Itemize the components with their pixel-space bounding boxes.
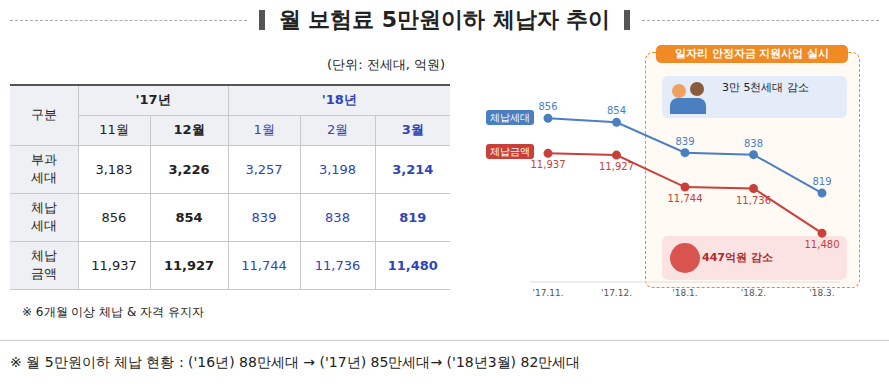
html-text:3,226: 3,226 (168, 161, 210, 177)
html-text:3,214: 3,214 (392, 161, 434, 177)
html-text:체납금액: 체납금액 (490, 146, 530, 157)
html-text:3,183: 3,183 (95, 161, 133, 177)
html-text:체납 세대: 체납 세대 (30, 200, 57, 233)
html-text:854: 854 (175, 209, 203, 225)
svg-text:'18.1.: '18.1. (672, 288, 697, 298)
html-text:'17년: '17년 (135, 92, 171, 108)
html-text:2월: 2월 (326, 122, 349, 137)
svg-text:11,736: 11,736 (736, 195, 771, 206)
html-text:12월: 12월 (173, 122, 205, 137)
html-text:3,198: 3,198 (318, 161, 357, 177)
html-text:'18년: '18년 (321, 92, 357, 108)
html-text:구분: 구분 (30, 107, 57, 123)
html-text:1월: 1월 (253, 122, 275, 137)
html-text:체납세대: 체납세대 (490, 112, 530, 123)
html-text:838: 838 (325, 209, 350, 225)
svg-text:854: 854 (607, 105, 626, 116)
html-text:11,480: 11,480 (387, 257, 438, 273)
svg-text:11,744: 11,744 (668, 193, 703, 204)
svg-text:11,927: 11,927 (599, 161, 634, 172)
html-text:※ 6개월 이상 체납 & 자격 유지자: ※ 6개월 이상 체납 & 자격 유지자 (22, 305, 204, 319)
html-text:부과 세대: 부과 세대 (30, 152, 57, 185)
html-text:※ 월 5만원이하 체납 현황 : ('16년) 88만세대: ※ 월 5만원이하 체납 현황 : ('16년) 88만세대 → ('17년) … (10, 354, 581, 370)
html-text:11,927: 11,927 (163, 257, 215, 273)
html-text:(단위: 전세대, 억원): (단위: 전세대, 억원) (327, 57, 445, 72)
svg-text:11,480: 11,480 (805, 239, 840, 250)
svg-text:'17.11.: '17.11. (532, 288, 563, 298)
html-text:856: 856 (101, 209, 127, 225)
html-text:11,937: 11,937 (91, 257, 137, 273)
svg-text:856: 856 (538, 101, 557, 112)
html-text:11월: 11월 (99, 122, 129, 137)
svg-text:838: 838 (744, 138, 763, 149)
html-text:3만 5천세대 감소: 3만 5천세대 감소 (722, 81, 809, 94)
svg-text:'17.12.: '17.12. (601, 288, 632, 298)
html-text:447억원 감소: 447억원 감소 (702, 251, 773, 264)
html-text:3,257: 3,257 (245, 161, 283, 177)
html-text:3월: 3월 (401, 122, 424, 137)
html-text:월 보험료 5만원이하 체납자 추이: 월 보험료 5만원이하 체납자 추이 (278, 7, 611, 32)
svg-text:839: 839 (675, 136, 694, 147)
html-text:일자리 안정자금 지원사업 실시: 일자리 안정자금 지원사업 실시 (674, 47, 830, 60)
html-text:819: 819 (399, 209, 427, 225)
html-text:11,744: 11,744 (241, 257, 287, 273)
svg-text:'18.3.: '18.3. (809, 288, 834, 298)
svg-text:819: 819 (812, 176, 831, 187)
html-text:839: 839 (251, 209, 277, 225)
svg-text:'18.2.: '18.2. (741, 288, 766, 298)
svg-text:11,937: 11,937 (531, 159, 566, 170)
html-text:체납 금액: 체납 금액 (30, 248, 57, 281)
html-text:11,736: 11,736 (314, 257, 361, 273)
